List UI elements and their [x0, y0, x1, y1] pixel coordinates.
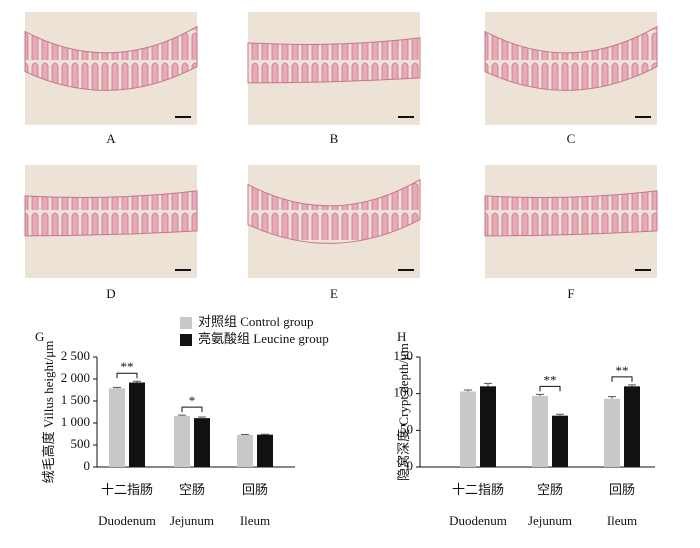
bar	[237, 434, 253, 467]
y-tick-label: 0	[407, 458, 414, 473]
y-tick-label: 150	[394, 348, 414, 363]
significance-label: **	[544, 372, 557, 387]
tissue	[247, 178, 421, 244]
x-tick-label: 回肠	[609, 482, 635, 497]
significance-label: *	[189, 393, 196, 408]
error-bar	[484, 382, 492, 387]
y-tick-label: 50	[400, 421, 413, 436]
bar	[109, 388, 125, 467]
error-bar	[198, 416, 206, 419]
significance-bracket	[611, 376, 633, 382]
panel-label: D	[106, 286, 115, 301]
legend-swatch	[180, 334, 192, 346]
panel-label: A	[106, 131, 116, 146]
significance-label: **	[121, 359, 134, 374]
bar	[604, 398, 620, 467]
x-tick-label: 回肠	[242, 482, 268, 497]
x-tick-sublabel: Ileum	[240, 513, 270, 528]
micrographs	[24, 12, 658, 278]
significance-bracket	[116, 372, 138, 379]
error-bar	[608, 396, 616, 399]
error-bar	[536, 393, 544, 396]
error-bar	[556, 413, 564, 416]
bar	[624, 386, 640, 467]
significance-bracket	[181, 406, 203, 413]
x-tick-sublabel: Jejunum	[170, 513, 214, 528]
y-tick-label: 100	[394, 385, 414, 400]
x-tick-sublabel: Ileum	[607, 513, 637, 528]
bar	[532, 395, 548, 467]
tissue	[484, 25, 658, 91]
x-tick-sublabel: Jejunum	[528, 513, 572, 528]
bar	[460, 391, 476, 467]
y-tick-label: 2 000	[61, 370, 90, 385]
panel-label: E	[330, 286, 338, 301]
y-axis-label: 隐窝深度 Crypt depth/μm	[396, 343, 411, 481]
legend-label: 亮氨酸组 Leucine group	[198, 331, 329, 346]
bar	[129, 382, 145, 467]
error-bar	[464, 389, 472, 392]
x-tick-label: 空肠	[537, 482, 563, 497]
y-tick-label: 1 500	[61, 392, 90, 407]
y-tick-label: 2 500	[61, 348, 90, 363]
tissue	[24, 190, 198, 237]
y-tick-label: 0	[84, 458, 91, 473]
error-bar	[133, 380, 141, 383]
bar	[480, 386, 496, 467]
y-tick-label: 500	[71, 436, 91, 451]
tissue	[247, 37, 421, 84]
error-bar	[628, 384, 636, 387]
bar	[257, 434, 273, 467]
x-tick-label: 十二指肠	[452, 482, 504, 497]
x-tick-sublabel: Duodenum	[98, 513, 156, 528]
tissue	[484, 190, 658, 237]
bar	[552, 415, 568, 467]
legend-label: 对照组 Control group	[198, 314, 314, 329]
legend-swatch	[180, 317, 192, 329]
tissue	[24, 25, 198, 91]
error-bar	[113, 386, 121, 389]
panel-label: G	[35, 329, 44, 344]
bar	[194, 418, 210, 467]
significance-label: **	[616, 363, 629, 378]
y-axis-label: 绒毛高度 Villus height/μm	[41, 341, 56, 484]
panel-label: B	[330, 131, 339, 146]
x-tick-label: 十二指肠	[101, 482, 153, 497]
x-tick-label: 空肠	[179, 482, 205, 497]
y-tick-label: 1 000	[61, 414, 90, 429]
error-bar	[178, 414, 186, 416]
bar	[174, 415, 190, 467]
x-tick-sublabel: Duodenum	[449, 513, 507, 528]
significance-bracket	[539, 385, 561, 392]
panel-label: F	[567, 286, 574, 301]
panel-label: H	[397, 329, 406, 344]
panel-label: C	[567, 131, 576, 146]
